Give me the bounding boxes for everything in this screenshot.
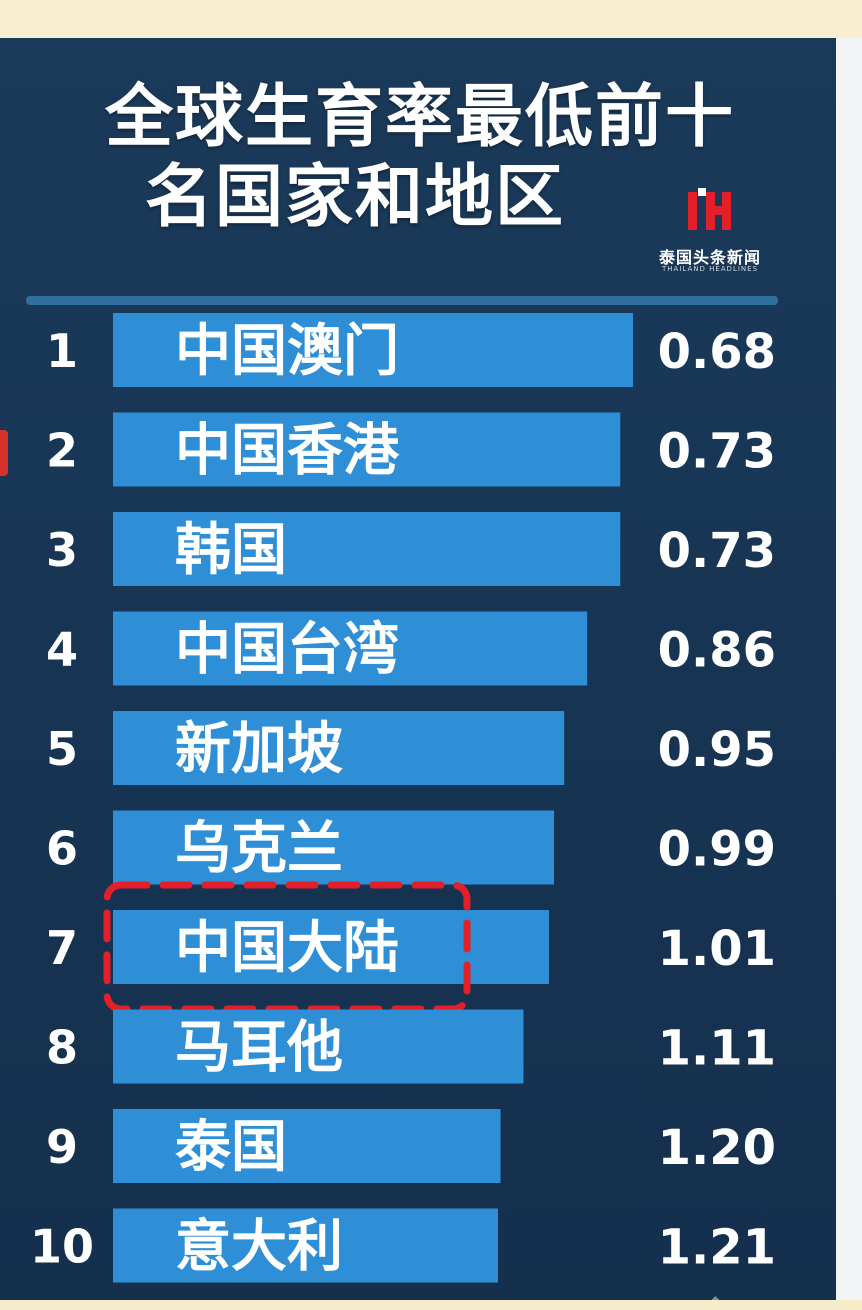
bar-5 [113, 711, 565, 785]
value-label-5: 0.95 [658, 722, 776, 778]
value-label-10: 1.21 [658, 1220, 776, 1276]
rank-label-4: 4 [46, 623, 78, 677]
bar-4 [113, 611, 588, 686]
top-background-strip [0, 0, 862, 38]
category-label-4: 中国台湾 [175, 618, 399, 683]
rank-label-6: 6 [46, 822, 78, 876]
category-label-9: 泰国 [175, 1115, 287, 1180]
bar-chart: 1 中国澳门 0.68 2 中国香港 0.73 3 韩国 0.73 4 中国台湾 0.86 5 新加坡 0.… [30, 313, 776, 1283]
red-edge-mark [0, 430, 8, 476]
rank-label-7: 7 [46, 921, 78, 975]
value-label-8: 1.11 [658, 1021, 776, 1077]
category-label-8: 马耳他 [175, 1016, 343, 1081]
bar-6 [113, 810, 555, 885]
category-label-6: 乌克兰 [175, 817, 343, 882]
value-label-2: 0.73 [658, 424, 776, 480]
category-label-10: 意大利 [175, 1215, 343, 1280]
value-label-1: 0.68 [658, 324, 776, 380]
value-label-7: 1.01 [658, 921, 776, 977]
title-divider [26, 296, 778, 305]
right-edge-strip [836, 38, 862, 1300]
news-logo: 泰国头条新闻 THAILAND HEADLINES [650, 188, 770, 278]
bar-3 [113, 512, 621, 586]
th-logo-icon [688, 188, 731, 230]
rank-label-3: 3 [46, 523, 78, 577]
category-label-7: 中国大陆 [175, 916, 399, 981]
bar-2 [113, 412, 621, 487]
highlight-box [103, 881, 471, 1013]
value-label-9: 1.20 [658, 1120, 776, 1176]
bar-9 [113, 1109, 501, 1183]
title-line-2: 名国家和地区 [144, 158, 565, 237]
bottom-background-strip [0, 1300, 862, 1310]
rank-label-9: 9 [46, 1120, 78, 1174]
category-label-1: 中国澳门 [175, 319, 399, 384]
logo-chinese-text: 泰国头条新闻 [658, 248, 761, 267]
watermark-icon: ◢◣ [700, 1290, 836, 1300]
rank-label-5: 5 [46, 722, 78, 776]
logo-english-text: THAILAND HEADLINES [661, 265, 759, 273]
category-label-2: 中国香港 [175, 419, 400, 484]
rank-label-1: 1 [46, 324, 78, 378]
category-label-5: 新加坡 [175, 717, 343, 782]
rank-label-10: 10 [30, 1220, 94, 1274]
category-label-3: 韩国 [175, 518, 287, 583]
chart-title: 全球生育率最低前十 名国家和地区 [60, 78, 780, 238]
title-line-1: 全球生育率最低前十 [104, 78, 735, 157]
rank-label-2: 2 [46, 424, 78, 478]
bar-8 [113, 1009, 524, 1084]
bar-1 [113, 313, 633, 387]
value-label-4: 0.86 [658, 623, 776, 679]
chart-card: 全球生育率最低前十 名国家和地区 泰国头条新闻 THAILAND HEADLIN… [0, 38, 836, 1300]
bar-10 [113, 1208, 498, 1283]
value-label-6: 0.99 [658, 822, 776, 878]
bar-7 [113, 910, 549, 984]
rank-label-8: 8 [46, 1021, 78, 1075]
value-label-3: 0.73 [658, 523, 776, 579]
